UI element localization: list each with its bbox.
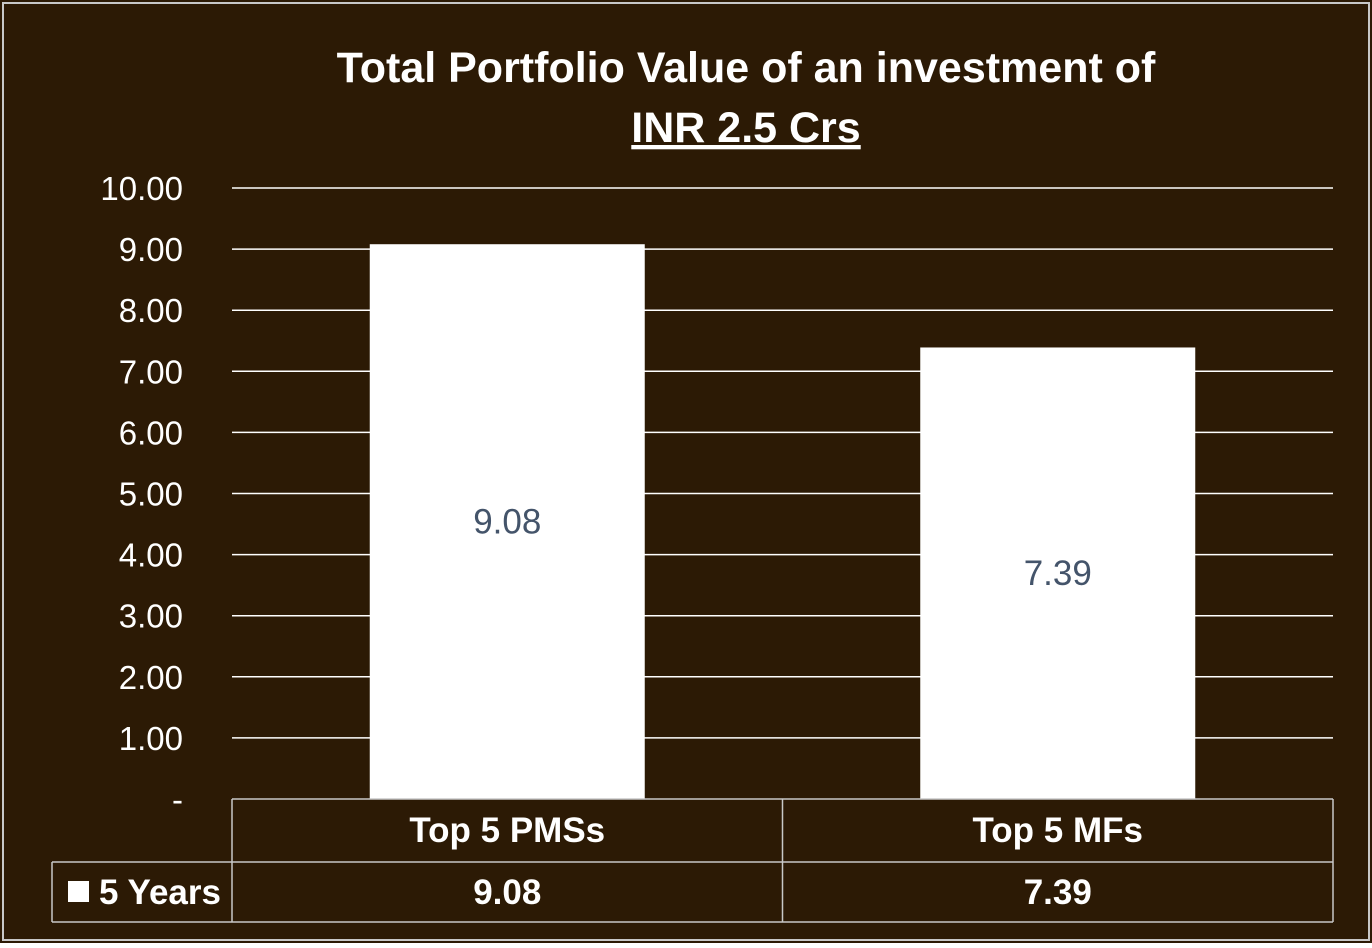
- y-axis-tick-labels: - 1.00 2.00 3.00 4.00 5.00 6.00 7.00 8.00 9.00 10.…: [100, 170, 183, 818]
- chart-title-line-1: Total Portfolio Value of an investment o…: [337, 44, 1156, 92]
- y-tick-label: 3.00: [119, 598, 183, 635]
- y-tick-label: 1.00: [119, 720, 183, 757]
- y-tick-label: 7.00: [119, 353, 183, 390]
- data-table-value: 9.08: [473, 873, 541, 912]
- y-tick-label: -: [172, 781, 183, 818]
- chart-title-line-2: INR 2.5 Crs: [631, 104, 860, 152]
- y-tick-label: 2.00: [119, 659, 183, 696]
- data-table-value: 7.39: [1024, 873, 1092, 912]
- y-tick-label: 10.00: [100, 170, 183, 207]
- bar: [369, 244, 645, 799]
- y-tick-label: 9.00: [119, 231, 183, 268]
- bars: [369, 244, 1196, 799]
- y-tick-label: 6.00: [119, 414, 183, 451]
- x-category-label: Top 5 MFs: [973, 811, 1143, 850]
- y-tick-label: 8.00: [119, 292, 183, 329]
- data-labels: 9.08 7.39: [473, 503, 1092, 594]
- legend-key: [68, 881, 89, 902]
- legend-series-label: 5 Years: [99, 873, 221, 912]
- y-tick-label: 4.00: [119, 537, 183, 574]
- x-category-label: Top 5 PMSs: [409, 811, 605, 850]
- bar-data-label: 7.39: [1024, 554, 1092, 593]
- y-tick-label: 5.00: [119, 476, 183, 513]
- bar-data-label: 9.08: [473, 503, 541, 542]
- bar: [920, 347, 1196, 799]
- data-table: Top 5 PMSs 9.08 Top 5 MFs 7.39 5 Years: [51, 798, 1334, 923]
